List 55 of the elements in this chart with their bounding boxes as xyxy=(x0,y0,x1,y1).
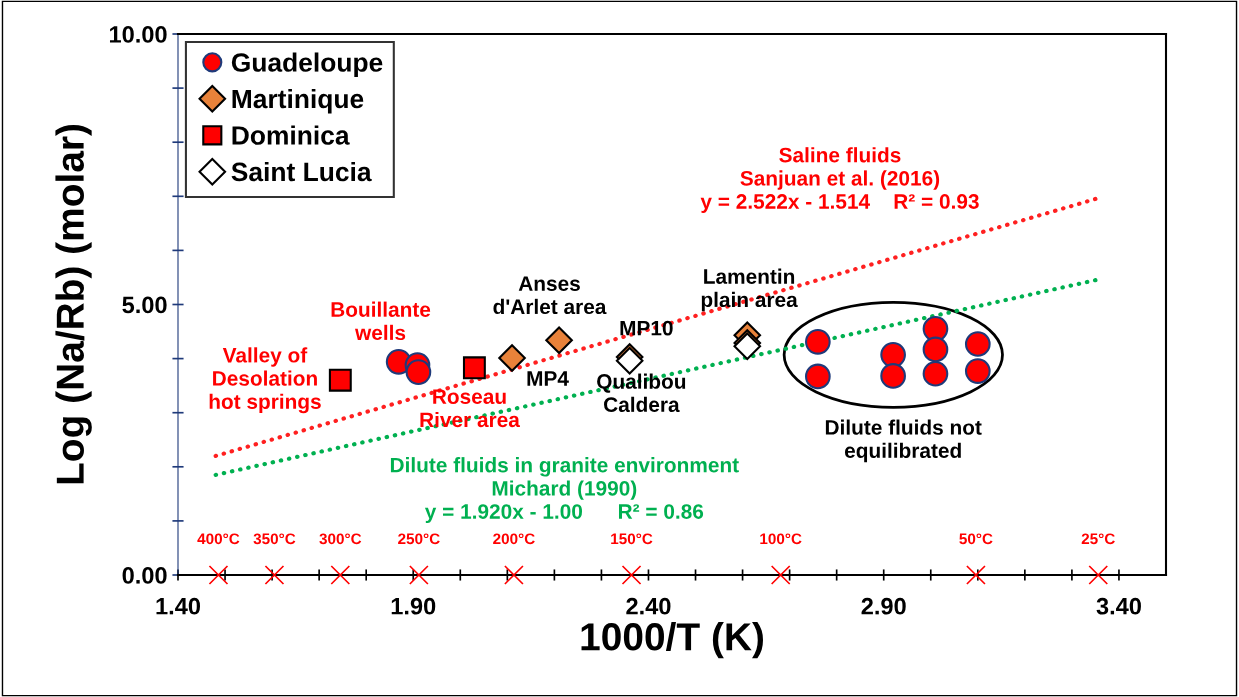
point xyxy=(330,565,351,585)
y-tick-label: 10.00 xyxy=(109,26,167,43)
y-tick-label: 0.00 xyxy=(122,567,167,584)
point xyxy=(805,328,831,355)
x-tick-label: 1.90 xyxy=(391,597,436,615)
point xyxy=(208,565,229,585)
x-axis-title: 1000/T (K) xyxy=(581,622,763,659)
annotation: 100°C xyxy=(760,533,802,545)
point xyxy=(1088,565,1109,585)
annotation: Dilute fluids not equilibrated xyxy=(825,419,982,463)
annotation: Valley of Desolation hot springs xyxy=(209,347,321,414)
point xyxy=(621,565,642,585)
point xyxy=(545,326,573,355)
point xyxy=(922,336,949,363)
point xyxy=(964,358,991,384)
point xyxy=(498,344,526,372)
annotation: Anses d'Arlet area xyxy=(493,276,607,315)
point xyxy=(964,331,991,357)
point xyxy=(880,363,906,389)
point xyxy=(966,565,986,585)
annotation: 350°C xyxy=(253,533,296,545)
point xyxy=(805,363,831,390)
point xyxy=(770,565,791,585)
point xyxy=(922,316,949,342)
annotation: 150°C xyxy=(611,533,653,545)
annotation: Bouillante wells xyxy=(331,301,431,341)
annotation: Saline fluids Sanjuan et al. (2016) y = 2.522x - 1.514 R² = 0.93 xyxy=(700,147,979,213)
point xyxy=(264,565,285,585)
x-tick-label: 2.40 xyxy=(626,597,671,615)
legend-label: Dominica xyxy=(232,125,350,145)
annotation: 250°C xyxy=(398,533,440,545)
y-tick-label: 5.00 xyxy=(122,296,167,314)
annotation: Roseau River area xyxy=(420,389,520,428)
annotation: 400°C xyxy=(197,533,240,545)
point xyxy=(409,565,429,585)
x-tick-label: 1.40 xyxy=(156,597,201,615)
annotation: 200°C xyxy=(493,533,535,545)
legend-label: Martinique xyxy=(232,88,364,114)
y-axis-title: Log (Na/Rb) (molar) xyxy=(55,124,92,484)
x-tick-label: 3.40 xyxy=(1096,597,1141,615)
annotation: MP4 xyxy=(527,371,569,386)
point xyxy=(328,368,352,392)
annotation: 50°C xyxy=(959,533,993,545)
x-tick-label: 2.90 xyxy=(861,597,906,615)
point xyxy=(504,565,524,585)
annotation: 25°C xyxy=(1081,533,1115,545)
annotation: Dilute fluids in granite environment Michard (1990) y = 1.920x - 1.00 R² = 0.86 xyxy=(390,457,739,524)
point xyxy=(405,359,432,385)
point xyxy=(922,360,949,387)
legend-label: Saint Lucia xyxy=(231,161,372,182)
annotation: Lamentin plain area xyxy=(701,268,798,312)
point xyxy=(462,356,486,380)
legend-label: Guadeloupe xyxy=(231,52,383,78)
annotation: 300°C xyxy=(319,533,362,545)
point xyxy=(880,341,906,368)
